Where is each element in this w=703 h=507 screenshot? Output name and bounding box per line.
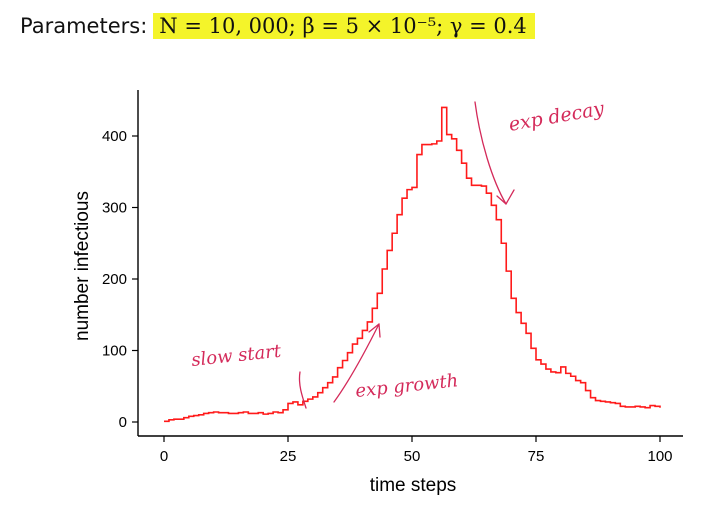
- y-axis-ticks: 0 100 200 300 400: [102, 128, 138, 431]
- parameters-equation: N = 10, 000; β = 5 × 10⁻⁵; γ = 0.4: [153, 13, 535, 39]
- arrow-exp-growth-shaft: [333, 323, 380, 403]
- parameters-line: Parameters: N = 10, 000; β = 5 × 10⁻⁵; γ…: [20, 6, 535, 46]
- y-tick-label: 400: [102, 128, 127, 145]
- handwritten-annotations: slow start exp growth exp decay: [190, 97, 606, 409]
- x-tick-label: 100: [647, 448, 672, 465]
- x-tick-label: 25: [280, 448, 297, 465]
- plot-area: 0 100 200 300 400 0 25 50 75 100: [102, 90, 683, 465]
- arrow-exp-decay-head: [496, 189, 515, 205]
- y-tick-label: 200: [102, 271, 127, 288]
- x-tick-label: 0: [160, 448, 168, 465]
- series-line: [164, 106, 661, 423]
- y-tick-label: 0: [119, 414, 127, 431]
- y-tick-label: 100: [102, 343, 127, 360]
- y-tick-label: 300: [102, 200, 127, 217]
- x-tick-label: 75: [528, 448, 545, 465]
- slow-start-marker: [298, 371, 307, 409]
- annotation-slow-start: slow start: [190, 341, 282, 371]
- arrow-exp-growth-head: [368, 323, 381, 338]
- x-axis-label: time steps: [370, 475, 457, 496]
- x-tick-label: 50: [404, 448, 421, 465]
- x-axis-ticks: 0 25 50 75 100: [160, 436, 673, 465]
- parameters-label: Parameters:: [20, 14, 148, 38]
- arrow-exp-decay-shaft: [474, 101, 507, 205]
- annotation-exp-growth: exp growth: [354, 370, 459, 402]
- annotation-exp-decay: exp decay: [507, 97, 606, 135]
- y-axis-label: number infectious: [72, 191, 93, 341]
